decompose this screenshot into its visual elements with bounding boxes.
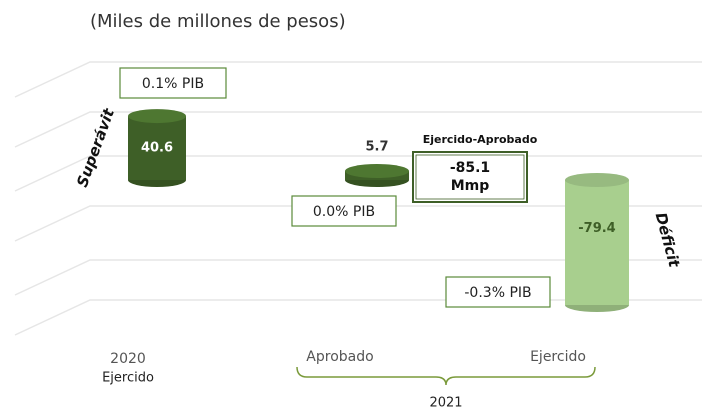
bar: [565, 180, 629, 305]
pib-box: [445, 276, 551, 308]
grid-line: [14, 111, 702, 148]
bar-top: [128, 109, 186, 124]
difference-value: -85.1: [450, 160, 490, 176]
bar-top: [565, 173, 629, 187]
x-tick-note: Ejercido: [102, 371, 154, 386]
chart-subtitle: (Miles de millones de pesos): [90, 11, 346, 32]
deficit-label: Déficit: [652, 211, 684, 270]
pib-label: -0.3% PIB: [464, 285, 531, 301]
pib-label: 0.0% PIB: [313, 204, 375, 220]
x-tick-label: 2020: [110, 351, 146, 367]
bar: [128, 116, 186, 180]
group-brace: [296, 366, 596, 386]
bar-top: [345, 164, 409, 179]
bars: 40.6 5.7 -79.4: [128, 109, 629, 312]
group-label: 2021: [429, 396, 462, 411]
x-tick-label: Aprobado: [306, 349, 373, 365]
grid: [14, 61, 702, 336]
difference-box: [412, 151, 528, 203]
grid-line: [14, 259, 702, 296]
difference-unit: Mmp: [451, 178, 490, 194]
difference-box-inner: [415, 154, 525, 200]
value-label: -79.4: [578, 221, 615, 236]
grid-line: [14, 205, 702, 242]
pib-box: [119, 67, 227, 99]
surplus-label: Superávit: [73, 105, 118, 189]
difference-title: Ejercido-Aprobado: [423, 133, 538, 146]
value-label: 5.7: [365, 140, 388, 155]
x-tick-label: Ejercido: [530, 349, 586, 365]
pib-label: 0.1% PIB: [142, 76, 204, 92]
value-label: 40.6: [141, 141, 173, 156]
pib-box: [291, 195, 397, 227]
grid-line: [14, 61, 702, 98]
